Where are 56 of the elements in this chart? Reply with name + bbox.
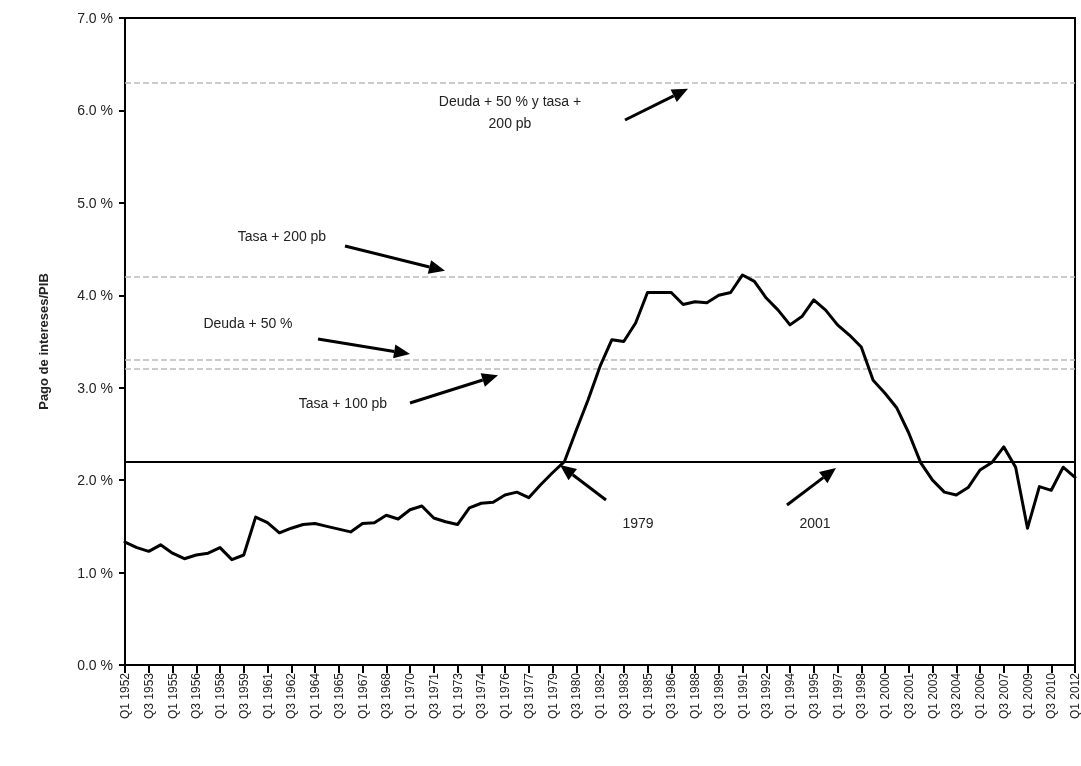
x-tick-label: Q1 1970 (403, 672, 417, 720)
x-tick-label: Q3 1989 (711, 672, 726, 720)
x-tick-label: Q3 2004 (949, 672, 964, 720)
x-tick-label: Q1 1958 (213, 672, 227, 720)
x-tick-label: Q3 1956 (189, 672, 204, 720)
annotation: 2001 (799, 515, 831, 531)
x-tick-label: Q1 1979 (545, 672, 560, 720)
y-tick-label: 7.0 % (77, 10, 113, 26)
x-tick-label: Q1 2012 (1068, 672, 1081, 720)
ref-line-label: Deuda + 50 % y tasa + 200 pb (438, 93, 582, 131)
x-tick-label: Q3 1953 (141, 672, 156, 720)
y-tick-label: 4.0 % (77, 287, 113, 304)
x-tick-label: Q1 1967 (355, 672, 370, 720)
x-tick-label: Q1 2006 (973, 672, 987, 720)
y-tick-label: 0.0 % (77, 657, 113, 673)
x-tick-label: Q3 1983 (616, 672, 631, 720)
x-tick-label: Q1 1994 (783, 672, 797, 720)
x-tick-label: Q3 1962 (284, 672, 299, 720)
y-axis-title: Pago de intereses/PIB (36, 273, 51, 410)
x-tick-label: Q3 1965 (331, 672, 346, 720)
y-tick-label: 3.0 % (77, 379, 113, 396)
x-tick-label: Q3 2001 (901, 672, 916, 720)
x-tick-label: Q1 1961 (260, 672, 275, 720)
x-tick-label: Q1 1964 (308, 672, 322, 720)
x-tick-label: Q1 1976 (498, 672, 512, 720)
x-tick-label: Q1 1988 (688, 672, 702, 720)
x-tick-label: Q3 1977 (521, 672, 536, 720)
x-tick-label: Q1 1985 (640, 672, 655, 720)
x-tick-label: Q3 1998 (854, 672, 869, 720)
x-tick-label: Q3 1986 (664, 672, 679, 720)
x-tick-label: Q3 1968 (379, 672, 394, 720)
x-tick-label: Q1 1997 (830, 672, 845, 720)
x-tick-label: Q3 1959 (236, 672, 251, 720)
y-tick-label: 5.0 % (77, 194, 113, 211)
x-tick-label: Q3 2007 (996, 672, 1011, 720)
x-tick-label: Q1 1952 (118, 672, 132, 720)
ref-line-label: Tasa + 200 pb (237, 228, 327, 244)
x-tick-label: Q3 1980 (569, 672, 584, 720)
x-tick-label: Q3 1974 (474, 672, 489, 720)
annotation: 1979 (622, 515, 654, 531)
y-tick-label: 2.0 % (77, 472, 113, 489)
y-tick-label: 6.0 % (77, 102, 113, 119)
x-tick-label: Q3 2010 (1044, 672, 1059, 720)
x-tick-label: Q3 1995 (806, 672, 821, 720)
x-tick-label: Q1 1955 (165, 672, 180, 720)
y-tick-label: 1.0 % (77, 564, 113, 581)
x-tick-label: Q3 1971 (426, 672, 441, 720)
ref-line-label: Tasa + 100 pb (298, 395, 388, 411)
x-tick-label: Q1 1973 (450, 672, 465, 720)
x-tick-label: Q1 2000 (878, 672, 892, 720)
ref-line-label: Deuda + 50 % (203, 315, 293, 331)
x-tick-label: Q3 1992 (759, 672, 774, 720)
x-tick-label: Q1 1982 (593, 672, 607, 720)
x-tick-label: Q1 1991 (735, 672, 750, 720)
x-tick-label: Q1 2003 (925, 672, 940, 720)
x-tick-label: Q1 2009 (1020, 672, 1035, 720)
